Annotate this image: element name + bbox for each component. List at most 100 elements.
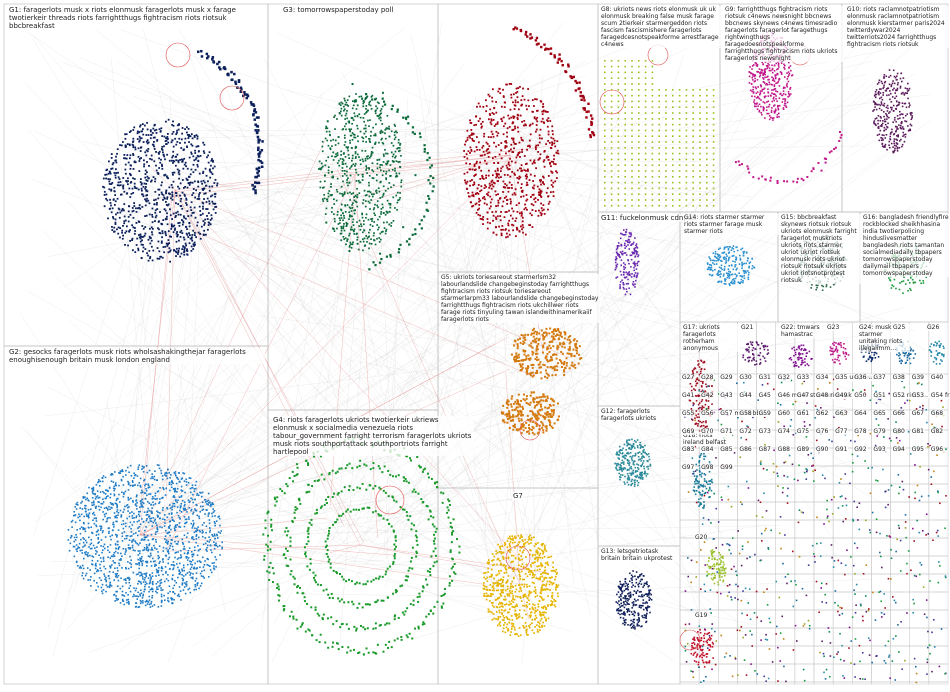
node-g2	[130, 522, 132, 524]
node-g2	[141, 468, 143, 470]
node-g4	[458, 552, 460, 554]
node-g3	[370, 218, 372, 220]
node-g1	[168, 203, 170, 205]
node-g2	[84, 528, 86, 530]
node-g3	[379, 241, 381, 243]
node-g1	[128, 162, 130, 164]
small-panel-236	[910, 664, 929, 682]
node-g2	[115, 517, 117, 519]
node-g1	[125, 180, 127, 182]
node-g4	[315, 574, 317, 576]
node-g2	[144, 547, 146, 549]
node-g2	[99, 567, 101, 569]
node-g1	[127, 180, 129, 182]
node-g3	[390, 225, 392, 227]
node-g3	[369, 101, 371, 103]
node-g1	[188, 141, 190, 143]
node-g1	[185, 226, 187, 228]
node-g1	[138, 189, 140, 191]
node-g4	[363, 464, 365, 466]
node-g1	[115, 222, 117, 224]
node-g3	[365, 97, 367, 99]
node-g6	[489, 183, 491, 185]
edge	[387, 553, 390, 564]
node-g3	[397, 147, 399, 149]
node-g3	[352, 163, 354, 165]
small-panel-142	[718, 556, 737, 574]
small-panel-163	[852, 574, 871, 592]
node-g2	[158, 606, 160, 608]
small-panel-135	[852, 538, 871, 556]
node-g2	[193, 523, 195, 525]
node-g3	[379, 159, 381, 161]
node-g1	[112, 207, 114, 209]
node-g1	[131, 193, 133, 195]
node-g1	[178, 188, 180, 190]
node-g2	[157, 529, 159, 531]
node-g2	[80, 566, 82, 568]
node-g4	[290, 558, 292, 560]
node-g2	[141, 518, 143, 520]
node-g3	[359, 229, 361, 231]
node-g3	[379, 253, 381, 255]
node-g3	[387, 115, 389, 117]
node-g6	[504, 106, 506, 108]
node-g6	[548, 175, 550, 177]
node-g4	[343, 578, 345, 580]
node-g2	[145, 483, 147, 485]
node-g1	[121, 232, 123, 234]
node-g1	[206, 175, 208, 177]
node-g2	[191, 564, 193, 566]
node-g3	[429, 166, 431, 168]
node-g2	[196, 572, 198, 574]
node-g6	[506, 211, 508, 213]
node-g3	[396, 209, 398, 211]
node-g3	[355, 169, 357, 171]
node-g6	[546, 156, 548, 158]
node-g2	[74, 537, 76, 539]
small-panel-224	[680, 664, 699, 682]
node-g2	[155, 539, 157, 541]
node-g3	[344, 170, 346, 172]
node-g3	[395, 155, 397, 157]
node-g1	[185, 162, 187, 164]
node-g6	[485, 110, 487, 112]
small-panel-162	[833, 574, 852, 592]
node-g3	[354, 100, 356, 102]
node-g3	[363, 121, 365, 123]
small-panel-243	[776, 682, 795, 684]
node-g1	[188, 232, 190, 234]
node-g1	[230, 71, 233, 74]
node-g2	[109, 582, 111, 584]
node-g2	[183, 567, 185, 569]
small-panel-75	[776, 466, 795, 484]
node-g2	[196, 510, 198, 512]
node-g4	[392, 563, 394, 565]
node-g2	[82, 546, 84, 548]
node-g4	[433, 540, 435, 542]
node-g2	[116, 575, 118, 577]
node-g1	[129, 154, 131, 156]
node-g1	[115, 200, 117, 202]
node-g4	[312, 572, 314, 574]
node-g4	[289, 540, 291, 542]
node-g6	[497, 215, 499, 217]
node-g1	[171, 141, 173, 143]
node-g4	[366, 647, 368, 649]
node-g1	[132, 188, 134, 190]
node-g4	[451, 541, 453, 543]
node-g3	[350, 175, 352, 177]
node-g2	[116, 511, 118, 513]
node-g1	[198, 194, 200, 196]
node-g2	[116, 517, 118, 519]
node-g2	[102, 549, 104, 551]
node-g2	[194, 584, 196, 586]
node-g1	[151, 231, 153, 233]
node-g1	[203, 150, 205, 152]
node-g2	[165, 555, 167, 557]
node-g3	[383, 170, 385, 172]
node-g3	[432, 190, 434, 192]
node-g3	[379, 233, 381, 235]
node-g4	[283, 605, 285, 607]
node-g2	[219, 518, 221, 520]
